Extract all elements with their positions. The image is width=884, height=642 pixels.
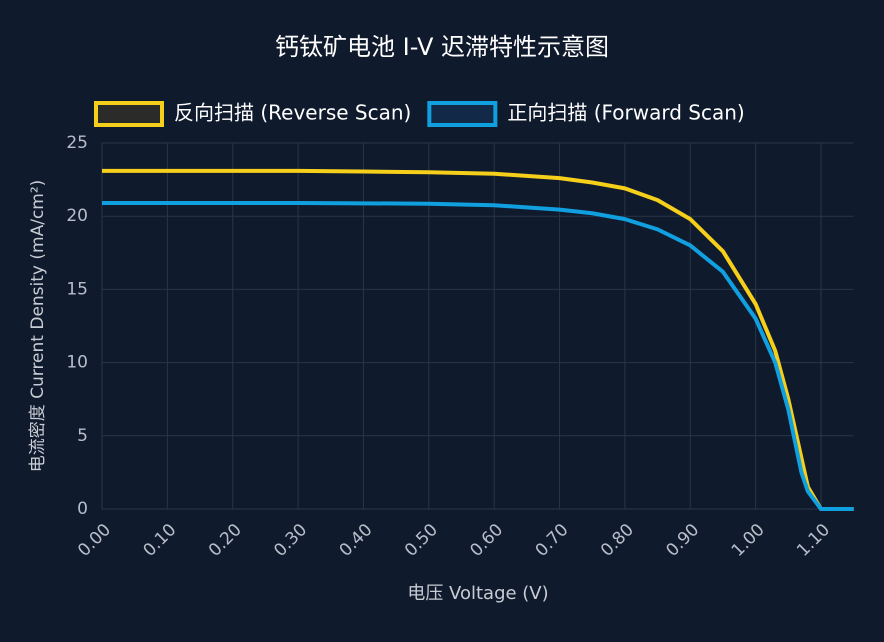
legend-label: 正向扫描 (Forward Scan) [507, 101, 744, 125]
legend-label: 反向扫描 (Reverse Scan) [174, 101, 411, 125]
y-tick-label: 20 [66, 206, 88, 226]
x-axis-title: 电压 Voltage (V) [407, 583, 548, 604]
line [102, 168, 854, 511]
y-tick-label: 0 [77, 499, 88, 519]
legend-swatch [427, 101, 498, 127]
y-tick-label: 25 [66, 133, 88, 153]
y-tick-label: 15 [66, 279, 88, 299]
line [102, 201, 854, 511]
legend-swatch [94, 101, 164, 127]
y-tick-label: 10 [66, 353, 88, 373]
y-axis-title: 电流密度 Current Density (mA/cm²) [28, 180, 48, 473]
y-tick-label: 5 [77, 426, 88, 446]
chart-title: 钙钛矿电池 I-V 迟滞特性示意图 [275, 33, 609, 61]
